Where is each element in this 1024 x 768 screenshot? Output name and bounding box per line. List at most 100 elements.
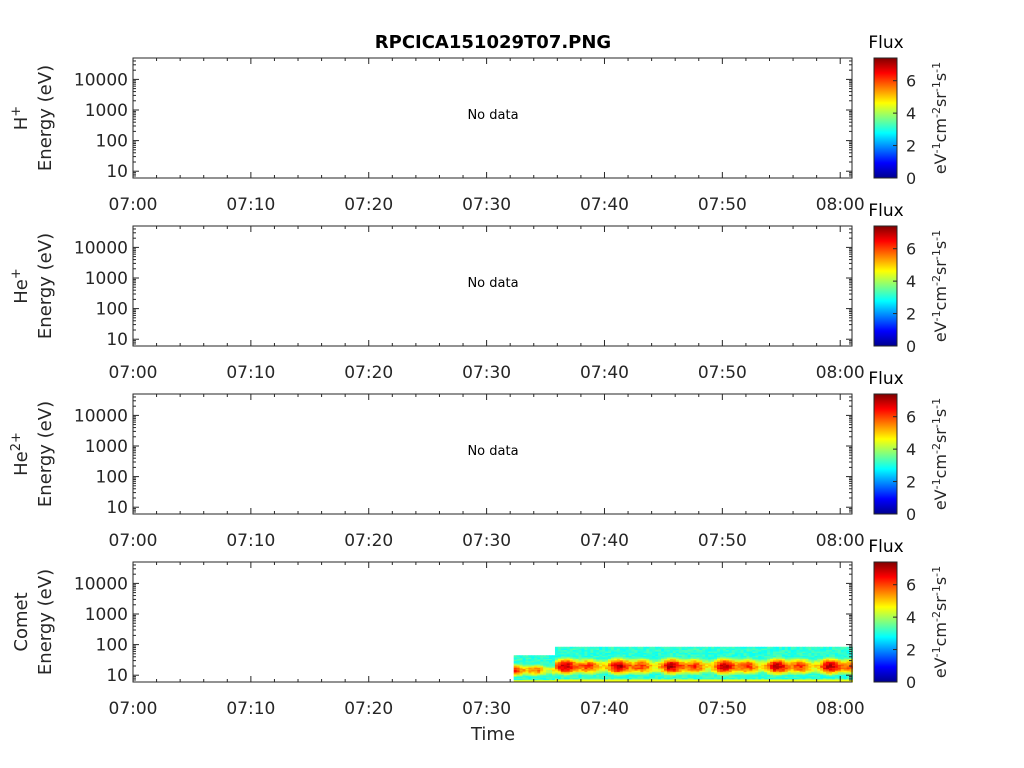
heatmap-cell (631, 652, 635, 655)
heatmap-cell (705, 671, 709, 674)
heatmap-cell (717, 665, 721, 668)
heatmap-cell (755, 658, 759, 661)
colorbar-tick-label: 4 (906, 272, 916, 291)
heatmap-cell (557, 652, 562, 655)
heatmap-cell (675, 658, 680, 661)
heatmap-cell (584, 677, 588, 680)
heatmap-cell (572, 652, 576, 655)
heatmap-cell (610, 649, 615, 652)
heatmap-cell (602, 646, 606, 649)
heatmap-cell (820, 679, 824, 681)
x-tick-label: 07:00 (109, 195, 158, 215)
heatmap-cell (664, 667, 668, 670)
heatmap-cell (820, 680, 824, 683)
heatmap-cell (775, 654, 780, 656)
heatmap-cell (619, 649, 624, 652)
heatmap-cell (540, 665, 544, 667)
heatmap-cell (837, 654, 842, 656)
heatmap-cell (784, 670, 789, 673)
heatmap-cell (605, 648, 609, 651)
heatmap-cell (728, 680, 733, 683)
heatmap-cell (773, 676, 777, 678)
heatmap-cell (775, 674, 780, 677)
heatmap-cell (590, 658, 594, 661)
heatmap-cell (554, 651, 559, 654)
heatmap-cell (708, 648, 712, 651)
heatmap-cell (814, 648, 818, 651)
heatmap-cell (540, 670, 544, 673)
heatmap-cell (610, 673, 615, 676)
heatmap-cell (649, 676, 653, 678)
heatmap-cell (829, 667, 833, 670)
heatmap-cell (652, 659, 656, 662)
heatmap-cell (781, 659, 786, 662)
heatmap-cell (546, 663, 550, 665)
heatmap-cell (737, 668, 742, 671)
heatmap-cell (755, 668, 759, 671)
heatmap-cell (681, 668, 686, 671)
heatmap-cell (702, 662, 706, 665)
heatmap-cell (778, 668, 783, 671)
heatmap-cell (711, 665, 715, 668)
heatmap-cell (831, 654, 836, 656)
heatmap-cell (831, 676, 836, 678)
heatmap-cell (655, 648, 659, 651)
heatmap-cell (522, 668, 526, 671)
heatmap-cell (672, 657, 677, 659)
heatmap-cell (596, 680, 600, 683)
heatmap-cell (740, 661, 744, 664)
heatmap-cell (823, 679, 827, 681)
heatmap-cell (840, 655, 845, 658)
heatmap-cell (584, 655, 588, 658)
heatmap-cell (578, 646, 582, 649)
heatmap-cell (711, 658, 715, 661)
heatmap-cell (799, 648, 803, 651)
heatmap-cell (834, 676, 839, 678)
heatmap-cell (790, 661, 795, 664)
heatmap-cell (681, 646, 686, 649)
heatmap-cell (519, 657, 523, 659)
heatmap-cell (581, 673, 585, 676)
colorbar-tick-label: 4 (906, 440, 916, 459)
heatmap-cell (740, 676, 744, 678)
heatmap-cell (764, 673, 768, 676)
heatmap-cell (537, 659, 541, 662)
heatmap-cell (740, 668, 744, 671)
heatmap-cell (516, 671, 521, 674)
x-tick-label: 07:40 (580, 699, 629, 719)
heatmap-cell (743, 680, 747, 683)
heatmap-cell (784, 646, 789, 649)
heatmap-cell (734, 676, 739, 678)
heatmap-cell (596, 670, 600, 673)
heatmap-cell (572, 661, 576, 664)
heatmap-cell (731, 646, 736, 649)
heatmap-cell (516, 659, 521, 662)
heatmap-cell (528, 660, 532, 663)
heatmap-cell (740, 649, 744, 652)
heatmap-cell (658, 664, 662, 667)
heatmap-cell (781, 670, 786, 673)
heatmap-cell (602, 648, 606, 651)
heatmap-cell (646, 673, 650, 676)
heatmap-cell (737, 651, 742, 654)
heatmap-cell (826, 661, 830, 664)
heatmap-cell (749, 654, 753, 656)
heatmap-cell (740, 662, 744, 665)
heatmap-cell (702, 654, 706, 656)
heatmap-cell (610, 648, 615, 651)
heatmap-cell (814, 662, 818, 665)
heatmap-cell (596, 665, 600, 668)
heatmap-cell (634, 652, 638, 655)
heatmap-cell (537, 676, 541, 678)
heatmap-cell (737, 657, 742, 659)
heatmap-cell (817, 657, 821, 659)
heatmap-cell (675, 664, 680, 667)
heatmap-cell (781, 674, 786, 677)
heatmap-cell (743, 665, 747, 668)
heatmap-cell (834, 652, 839, 655)
heatmap-cell (643, 679, 647, 681)
heatmap-cell (840, 679, 845, 681)
heatmap-cell (714, 652, 718, 655)
heatmap-cell (634, 651, 638, 654)
heatmap-cell (554, 673, 559, 676)
